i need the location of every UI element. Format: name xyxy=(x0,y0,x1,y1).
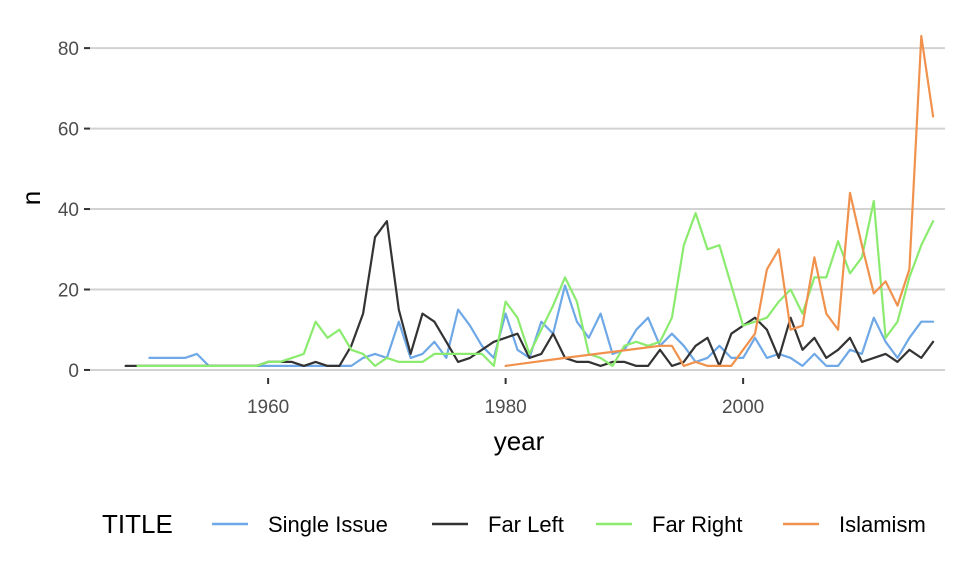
x-axis: 1960 1980 2000 xyxy=(247,378,764,418)
y-tick-label-20: 20 xyxy=(58,280,79,301)
y-axis: 0 20 40 60 80 xyxy=(58,39,90,382)
legend-label-far-right: Far Right xyxy=(652,512,742,537)
legend-title: TITLE xyxy=(102,509,173,539)
x-axis-title: year xyxy=(494,426,545,456)
y-tick-label-0: 0 xyxy=(68,361,79,382)
series-line-islamism xyxy=(504,34,935,367)
grid-lines xyxy=(90,47,945,371)
x-tick-label-1980: 1980 xyxy=(484,397,526,418)
x-tick-label-2000: 2000 xyxy=(722,397,764,418)
series-lines xyxy=(124,34,935,367)
legend-label-far-left: Far Left xyxy=(488,512,564,537)
series-line-far-right xyxy=(136,199,935,367)
y-axis-title: n xyxy=(16,191,46,205)
y-tick-label-40: 40 xyxy=(58,200,79,221)
legend-label-single-issue: Single Issue xyxy=(268,512,388,537)
series-line-single-issue xyxy=(148,284,935,367)
series-line-far-left xyxy=(124,220,935,367)
legend: TITLE Single Issue Far Left Far Right Islam… xyxy=(102,509,926,539)
legend-label-islamism: Islamism xyxy=(839,512,926,537)
y-tick-label-80: 80 xyxy=(58,39,79,60)
y-tick-label-60: 60 xyxy=(58,120,79,141)
x-tick-label-1960: 1960 xyxy=(247,397,289,418)
